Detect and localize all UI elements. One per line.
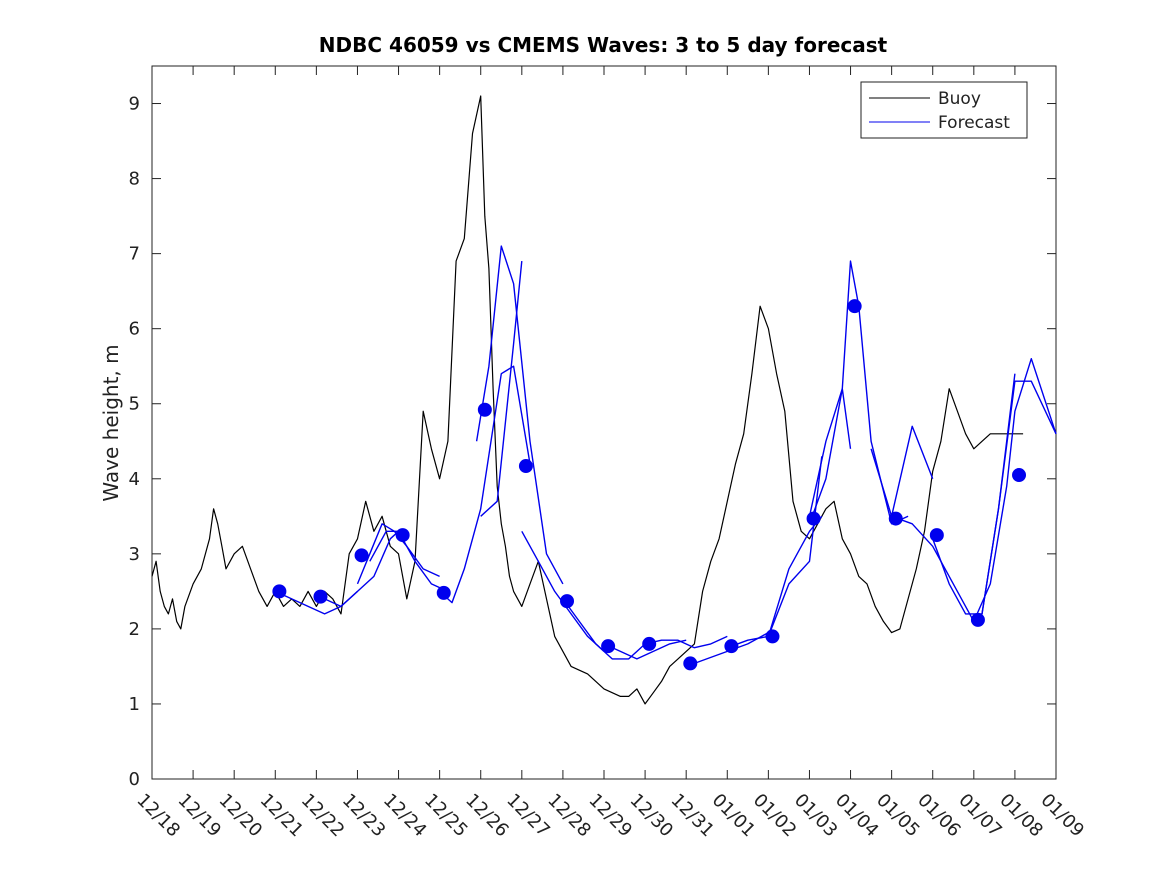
y-tick-label: 5 [129,394,140,415]
y-tick-label: 6 [129,319,140,340]
forecast-series-line [475,245,564,585]
forecast-series-line [727,515,823,649]
forecast-marker [642,636,657,651]
forecast-series-line [324,530,399,608]
plot-area: 0 1 2 3 4 5 6 7 8 9 12/1812/1912/2012/2112/2212/23… [129,65,1088,842]
x-tick-label: 12/30 [626,790,678,842]
x-tick-label: 12/20 [215,790,267,842]
forecast-marker [888,511,903,526]
forecast-marker [1012,468,1027,483]
x-tick-label: 12/24 [379,790,431,842]
legend-box [860,81,1028,139]
x-tick-label: 01/05 [872,790,924,842]
forecast-series-line [981,380,1057,615]
x-tick-label: 12/21 [256,790,308,842]
x-tick-label: 01/01 [708,790,760,842]
axes-box [151,65,1057,780]
x-tick-label: 12/31 [667,790,719,842]
x-tick-label: 12/18 [132,790,184,842]
y-tick-label: 2 [129,619,140,640]
forecast-marker [765,629,780,644]
forecast-series-line [644,635,728,649]
y-tick-label: 0 [129,769,140,790]
forecast-marker [601,639,616,654]
x-tick-label: 12/26 [461,790,513,842]
forecast-marker [477,402,492,417]
forecast-marker [560,594,575,609]
buoy-series-line [151,95,1024,705]
y-tick-label: 3 [129,544,140,565]
x-tick-label: 12/25 [420,790,472,842]
x-tick-label: 01/04 [831,790,883,842]
forecast-marker [354,548,369,563]
y-tick-label: 1 [129,694,140,715]
forecast-series-line [521,530,605,652]
forecast-marker [518,459,533,474]
forecast-marker [847,299,862,314]
legend-forecast-label: Forecast [938,113,1010,133]
x-tick-label: 01/07 [954,790,1006,842]
y-axis-label: Wave height, m [99,344,123,501]
forecast-marker [272,584,287,599]
x-tick-label: 12/27 [502,790,554,842]
x-tick-label: 01/06 [913,790,965,842]
chart-title: NDBC 46059 vs CMEMS Waves: 3 to 5 day fo… [319,33,888,57]
forecast-marker [313,589,328,604]
y-tick-label: 9 [129,94,140,115]
x-tick-label: 01/08 [995,790,1047,842]
forecast-series-line [369,530,449,593]
y-tick-label: 7 [129,244,140,265]
forecast-series-line [603,639,687,660]
x-tick-label: 01/03 [790,790,842,842]
forecast-marker [683,656,698,671]
forecast-series-line [870,425,934,517]
forecast-marker [806,511,821,526]
x-tick-label: 01/02 [749,790,801,842]
forecast-series-line [439,365,531,604]
x-tick-label: 12/29 [584,790,636,842]
legend: Buoy Forecast [860,81,1028,139]
forecast-marker [724,639,739,654]
x-tick-label: 12/22 [297,790,349,842]
forecast-marker [395,528,410,543]
forecast-marker [970,612,985,627]
forecast-series-line [808,260,909,525]
y-tick-label: 8 [129,169,140,190]
x-tick-label: 01/09 [1036,790,1088,842]
forecast-series-line [973,358,1057,622]
x-tick-label: 12/19 [174,790,226,842]
legend-buoy-label: Buoy [938,89,981,109]
forecast-series-line [480,261,523,517]
forecast-series-line [808,388,852,525]
forecast-series-line [932,373,1016,615]
forecast-marker [436,585,451,600]
forecast-marker [929,528,944,543]
x-tick-label: 12/23 [338,790,390,842]
y-tick-label: 4 [129,469,140,490]
x-tick-label: 12/28 [543,790,595,842]
